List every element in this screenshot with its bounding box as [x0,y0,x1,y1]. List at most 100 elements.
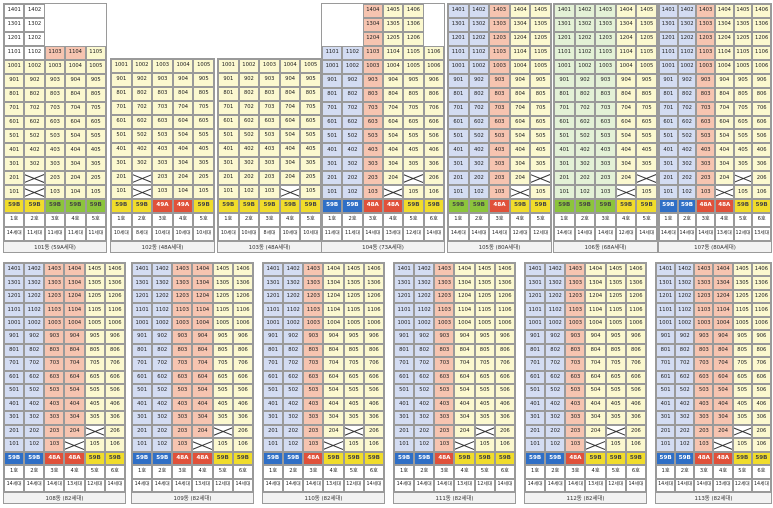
unit-cell: 1002 [152,316,173,331]
unit-cell: 1003 [362,59,383,74]
unit-cell: 101 [525,438,546,452]
unit-cell: 1004 [64,316,85,331]
unit-type-cell: 59B [363,451,384,466]
unit-cell: 206 [423,171,444,186]
unit-cell: 603 [44,115,66,130]
unit-cell: 1005 [605,316,626,331]
household-count-cell: 14세대 [636,227,657,241]
unit-cell: 1104 [383,45,404,60]
unit-grid: 1401 1402 1403 1404 1405 1301 1302 1303 1304 1305… [554,4,657,241]
unit-cell: 1005 [212,316,233,331]
unit-cell: 304 [714,157,734,172]
unit-cell: 303 [434,411,455,425]
unit-cell: 1303 [694,276,714,290]
unit-grid: 1401 1402 1403 1404 1405 1406 1301 1302 1303 1304… [656,263,771,492]
household-count-cell: 14세대 [677,227,697,241]
unit-cell: 1203 [434,289,455,304]
household-count-cell: 14세대 [494,478,515,492]
unit-type-cell: 59B [751,451,771,466]
unit-cell: 1005 [733,59,753,74]
unit-cell: 1304 [362,17,383,32]
unit-cell: 803 [172,343,193,358]
unit-cell: 1103 [694,303,714,317]
unit-cell: 605 [474,370,495,385]
household-count-cell: 14세대 [545,478,566,492]
unit-cell: 1406 [403,4,424,18]
unit-cell: 505 [84,384,105,398]
unit-type-cell: 48A [565,451,586,466]
unit-cell: 1205 [343,289,364,304]
unit-cell: 1006 [104,316,125,331]
unit-cell: 801 [132,343,153,358]
unit-cell: 704 [714,101,734,116]
line-number-cell: 6호 [423,213,444,228]
unit-cell: 806 [363,343,384,358]
household-count-cell: 14세대 [414,478,435,492]
unit-cell: 301 [659,157,678,172]
unit-cell: 1202 [24,289,45,304]
unit-cell: 903 [696,73,715,88]
unit-cell: 105 [193,185,214,199]
unit-cell: 1105 [530,45,551,60]
unit-cell: 1105 [212,303,233,317]
unit-cell: 401 [111,143,132,157]
unit-cell: 1006 [494,316,515,331]
unit-cell: 1206 [232,289,253,304]
unit-cell: 1205 [383,31,404,46]
unit-cell: 103 [44,438,65,452]
unit-cell: 604 [509,115,531,130]
unit-cell: 401 [4,143,25,158]
unit-cell: 1105 [732,303,752,317]
unit-cell: 504 [279,129,301,143]
unit-type-cell: 59B [625,451,646,466]
unit-cell: 1102 [152,303,173,317]
unit-cell: 1306 [494,276,515,290]
empty-cell [322,4,342,18]
line-number-cell: 2호 [545,465,566,479]
unit-cell: 1003 [152,59,173,73]
unit-cell: 1103 [565,303,586,317]
unit-cell: 102 [342,185,363,200]
unit-cell: 1201 [4,289,25,304]
unit-cell: 804 [509,87,531,102]
unit-cell: 201 [659,171,678,186]
excluded-unit-cell [714,185,734,200]
unit-cell: 705 [530,101,551,116]
empty-cell [342,32,362,46]
line-number-cell: 2호 [24,213,45,228]
unit-cell: 301 [263,411,284,425]
unit-cell: 1002 [342,59,363,74]
unit-cell: 1003 [694,316,714,331]
unit-cell: 1106 [752,45,771,60]
unit-type-cell: 59B [554,199,575,214]
unit-cell: 1106 [625,303,646,317]
unit-grid: 1401 1402 1301 1302 1201 1202 1101 1102 1103 1104… [4,4,106,241]
unit-cell: 202 [24,424,45,439]
unit-cell: 701 [394,357,415,371]
unit-cell: 901 [525,330,546,344]
line-number-cell: 3호 [489,213,510,228]
unit-cell: 206 [232,424,253,439]
unit-cell: 904 [454,330,475,344]
unit-cell: 1003 [489,59,510,74]
building-panel: 1401 1402 1403 1404 1405 1406 1301 1302 1303 1304… [393,262,516,504]
unit-type-cell: 59B [494,451,515,466]
unit-cell: 603 [696,115,715,130]
unit-type-cell: 48A [489,199,510,214]
unit-type-cell: 48A [303,451,324,466]
unit-cell: 103 [152,185,173,199]
unit-cell: 801 [4,87,25,102]
unit-cell: 304 [383,157,404,172]
unit-cell: 1001 [525,316,546,331]
unit-cell: 1104 [192,303,213,317]
unit-cell: 302 [152,411,173,425]
unit-cell: 1103 [44,303,65,317]
unit-cell: 503 [259,129,280,143]
unit-cell: 203 [489,171,510,186]
unit-cell: 504 [65,129,86,144]
unit-cell: 1402 [152,263,173,277]
unit-cell: 101 [554,185,575,200]
unit-cell: 305 [300,157,321,171]
unit-cell: 905 [85,73,106,88]
unit-cell: 302 [24,157,45,172]
